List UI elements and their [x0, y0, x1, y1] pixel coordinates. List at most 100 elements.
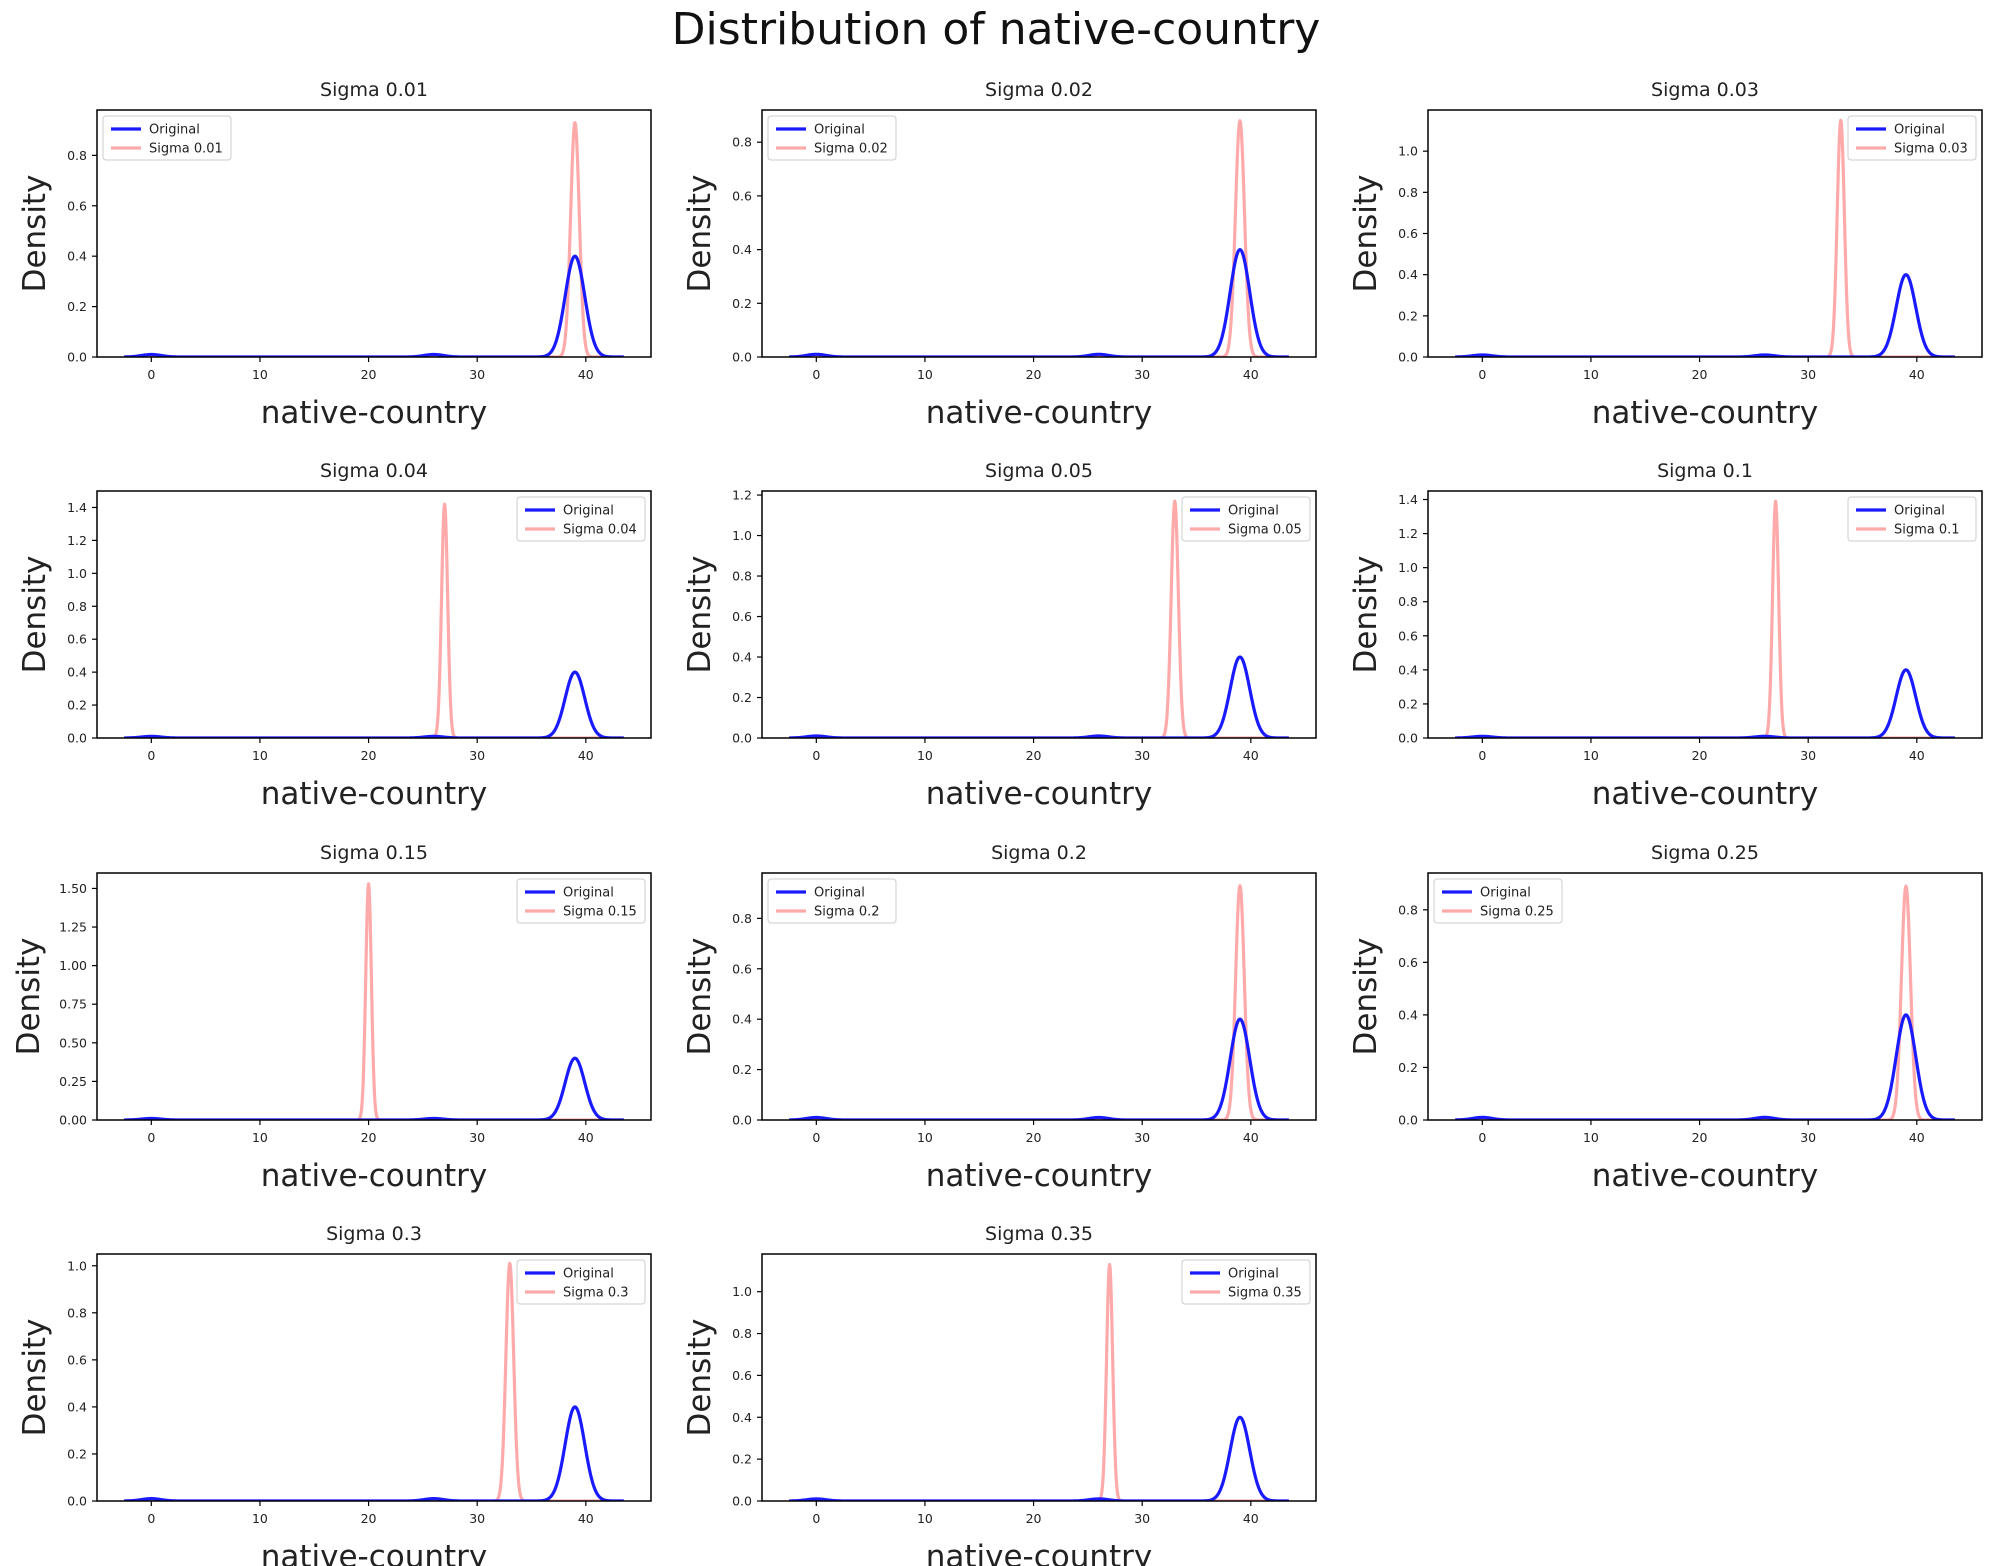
y-axis-label: Density: [1348, 938, 1384, 1056]
y-tick-label: 0.8: [1398, 902, 1418, 917]
perturbed-density-line: [123, 882, 625, 1120]
axes-frame: [761, 490, 1317, 739]
subplot-title: Sigma 0.05: [985, 460, 1093, 482]
y-tick-label: 0.8: [67, 599, 87, 614]
legend-label: Original: [149, 123, 200, 138]
legend-label: Sigma 0.3: [563, 1286, 629, 1301]
x-axis-label: native-country: [261, 1158, 488, 1194]
legend-label: Sigma 0.05: [1228, 523, 1302, 538]
x-tick-label: 10: [1583, 367, 1599, 382]
legend: Original Sigma 0.02: [767, 115, 897, 161]
x-tick-label: 40: [1243, 1511, 1259, 1526]
x-tick-label: 0: [147, 1130, 155, 1145]
y-tick-label: 1.4: [67, 500, 87, 515]
axes-frame: [96, 490, 652, 739]
legend-label: Sigma 0.35: [1228, 1286, 1302, 1301]
axes-frame: [761, 109, 1317, 358]
y-tick-label: 0.8: [67, 148, 87, 163]
y-tick-label: 0.8: [732, 911, 752, 926]
x-tick-label: 0: [812, 1511, 820, 1526]
x-tick-label: 30: [469, 1130, 485, 1145]
x-axis-label: native-country: [926, 1158, 1153, 1194]
subplot-4: Sigma 0.04 native-country Density 0 10 20 30 40…: [17, 460, 652, 812]
x-axis-label: native-country: [926, 776, 1153, 812]
y-tick-label: 0.8: [1398, 594, 1418, 609]
legend-label: Sigma 0.01: [149, 142, 223, 157]
x-tick-label: 10: [1583, 1130, 1599, 1145]
subplot-title: Sigma 0.02: [985, 79, 1093, 101]
x-tick-label: 0: [812, 748, 820, 763]
x-tick-label: 30: [1134, 367, 1150, 382]
x-tick-label: 0: [812, 1130, 820, 1145]
x-tick-label: 40: [578, 367, 594, 382]
y-tick-label: 0.6: [732, 609, 752, 624]
y-tick-label: 0.8: [732, 569, 752, 584]
legend: Original Sigma 0.3: [516, 1259, 646, 1305]
y-tick-label: 1.0: [732, 1284, 752, 1299]
legend: Original Sigma 0.05: [1181, 496, 1311, 542]
x-tick-label: 10: [252, 367, 268, 382]
y-tick-label: 1.50: [59, 881, 87, 896]
legend-label: Sigma 0.04: [563, 523, 637, 538]
y-tick-label: 0.4: [1398, 267, 1418, 282]
y-tick-label: 0.2: [732, 1452, 752, 1467]
y-tick-label: 0.0: [732, 350, 752, 365]
x-tick-label: 20: [361, 748, 377, 763]
y-tick-label: 0.2: [67, 698, 87, 713]
legend-label: Sigma 0.25: [1480, 905, 1554, 920]
legend: Original Sigma 0.35: [1181, 1259, 1311, 1305]
x-tick-label: 40: [578, 1130, 594, 1145]
x-tick-label: 40: [1909, 748, 1925, 763]
legend: Original Sigma 0.2: [767, 878, 897, 924]
x-tick-label: 30: [469, 367, 485, 382]
x-tick-label: 40: [1909, 367, 1925, 382]
x-tick-label: 30: [1800, 367, 1816, 382]
y-tick-label: 0.2: [1398, 1060, 1418, 1075]
x-tick-label: 10: [917, 1130, 933, 1145]
legend-label: Original: [1228, 504, 1279, 519]
subplot-3: Sigma 0.03 native-country Density 0 10 20 30 40…: [1348, 79, 1983, 431]
subplot-1: Sigma 0.01 native-country Density 0 10 20 30 40…: [17, 79, 652, 431]
y-tick-label: 1.0: [1398, 560, 1418, 575]
x-tick-label: 0: [147, 748, 155, 763]
subplot-8: Sigma 0.2 native-country Density 0 10 20 30 40 0…: [682, 842, 1317, 1194]
y-tick-label: 0.00: [59, 1113, 87, 1128]
y-tick-label: 0.4: [732, 242, 752, 257]
x-tick-label: 30: [469, 1511, 485, 1526]
y-tick-label: 0.2: [1398, 696, 1418, 711]
axes-frame: [96, 109, 652, 358]
y-tick-label: 0.0: [732, 1494, 752, 1509]
y-tick-label: 1.00: [59, 958, 87, 973]
x-tick-label: 30: [1800, 748, 1816, 763]
y-tick-label: 1.25: [59, 920, 87, 935]
x-tick-label: 20: [1692, 367, 1708, 382]
x-tick-label: 20: [361, 367, 377, 382]
x-tick-label: 30: [1134, 748, 1150, 763]
y-tick-label: 1.0: [1398, 144, 1418, 159]
x-tick-label: 40: [1909, 1130, 1925, 1145]
y-tick-label: 0.4: [67, 665, 87, 680]
legend-label: Original: [814, 123, 865, 138]
legend: Original Sigma 0.25: [1433, 878, 1563, 924]
y-axis-label: Density: [17, 1319, 53, 1437]
x-tick-label: 20: [1692, 1130, 1708, 1145]
x-tick-label: 0: [147, 367, 155, 382]
y-tick-label: 0.0: [1398, 731, 1418, 746]
x-tick-label: 30: [1800, 1130, 1816, 1145]
x-tick-label: 20: [1026, 367, 1042, 382]
y-axis-label: Density: [682, 556, 718, 674]
legend-label: Sigma 0.03: [1894, 142, 1968, 157]
x-axis-label: native-country: [261, 395, 488, 431]
y-tick-label: 0.4: [67, 249, 87, 264]
legend-label: Sigma 0.02: [814, 142, 888, 157]
legend: Original Sigma 0.01: [102, 115, 232, 161]
y-tick-label: 0.4: [732, 650, 752, 665]
x-tick-label: 10: [252, 1511, 268, 1526]
y-tick-label: 0.6: [67, 198, 87, 213]
x-tick-label: 40: [578, 1511, 594, 1526]
x-tick-label: 20: [1026, 748, 1042, 763]
x-tick-label: 30: [1134, 1130, 1150, 1145]
y-axis-label: Density: [682, 938, 718, 1056]
axes-frame: [1427, 109, 1983, 358]
